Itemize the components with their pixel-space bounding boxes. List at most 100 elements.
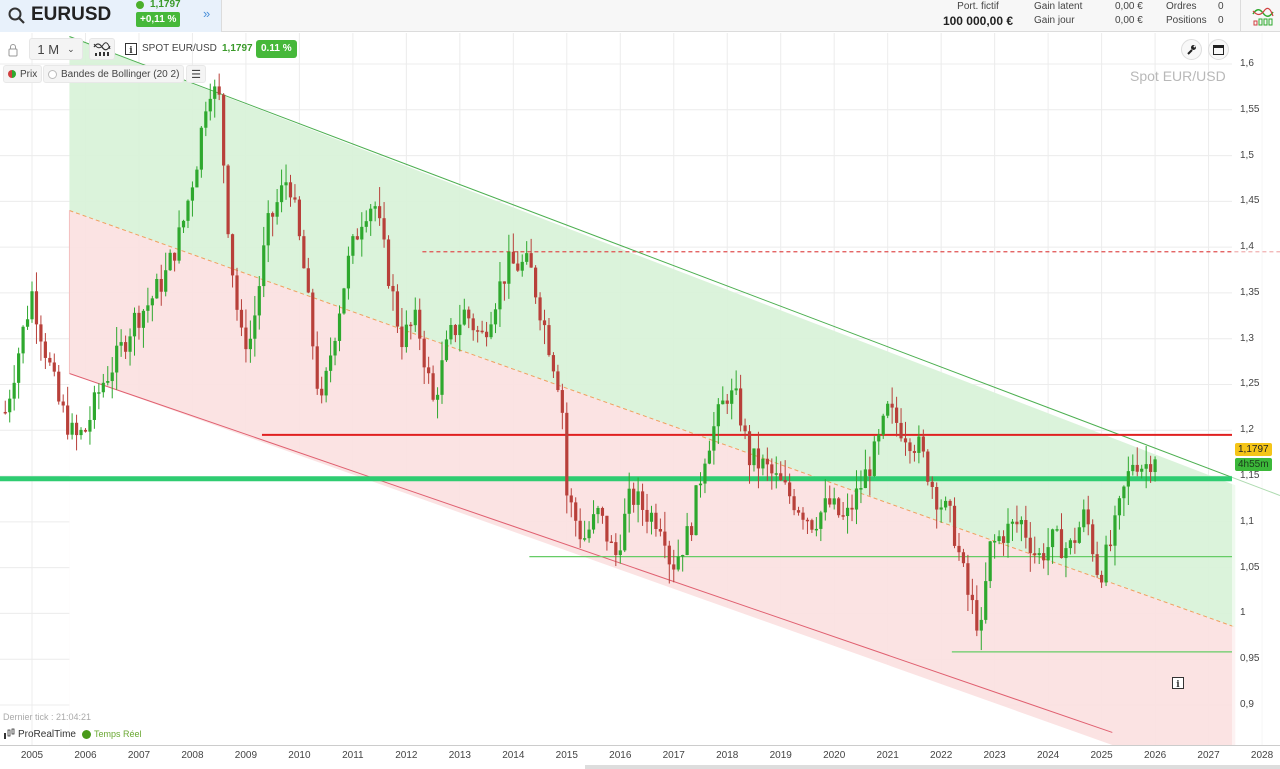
legend-bollinger[interactable]: Bandes de Bollinger (20 2) <box>43 65 185 83</box>
brand-name: ProRealTime <box>18 728 76 740</box>
x-axis-tick: 2013 <box>448 750 471 761</box>
chart-watermark: Spot EUR/USD <box>1130 68 1226 84</box>
candles-logo-icon <box>4 728 15 739</box>
x-axis-tick: 2005 <box>20 750 44 761</box>
x-axis-tick: 2016 <box>609 750 632 761</box>
provider: ProRealTime Temps Réel <box>3 728 142 740</box>
x-axis-tick: 2028 <box>1250 750 1274 761</box>
symbol-change-badge: +0,11 % <box>136 12 181 27</box>
x-axis-tick: 2023 <box>983 750 1006 761</box>
x-axis-tick: 2020 <box>823 750 846 761</box>
y-axis-tick: 1,1 <box>1240 515 1254 527</box>
x-axis-tick: 2026 <box>1143 750 1167 761</box>
chart-style-icon <box>93 42 111 56</box>
symbol-price: 1,1797 <box>150 0 181 10</box>
y-axis-tick: 1,4 <box>1240 241 1254 253</box>
indicator-chart-icon <box>1252 7 1274 26</box>
window-button[interactable] <box>1208 39 1229 60</box>
y-axis-tick: 1,15 <box>1240 470 1260 482</box>
y-axis-tick: 1,45 <box>1240 195 1260 207</box>
y-axis-tick: 1,35 <box>1240 286 1260 298</box>
countdown-tag: 4h55m <box>1235 458 1272 471</box>
ordres-value: 0 <box>1218 1 1224 12</box>
x-axis-tick: 2018 <box>716 750 739 761</box>
gain-labels: Gain latent Gain jour <box>1034 0 1082 28</box>
portfolio[interactable]: Port. fictif 100 000,00 € <box>940 0 1016 30</box>
x-axis[interactable]: 2005 2006 2007 2008 2009 2010 2011 2012 2013 2014… <box>0 745 1280 765</box>
symbol-box[interactable]: EURUSD 1,1797 +0,11 % » <box>0 0 222 32</box>
y-axis-tick: 1,55 <box>1240 103 1260 115</box>
orders-labels[interactable]: Ordres Positions <box>1166 0 1207 28</box>
x-axis-tick: 2006 <box>74 750 97 761</box>
y-axis-tick: 1,6 <box>1240 58 1254 69</box>
positions-label: Positions <box>1166 15 1207 26</box>
y-axis-tick: 1,25 <box>1240 378 1260 390</box>
current-price-tag: 1,1797 <box>1235 443 1272 456</box>
status-dot-icon <box>136 1 144 9</box>
legend-list-button[interactable]: ☰ <box>186 65 206 83</box>
top-bar: EURUSD 1,1797 +0,11 % » Port. fictif 100… <box>0 0 1280 32</box>
x-axis-tick: 2014 <box>502 750 525 761</box>
lock-icon[interactable] <box>4 39 22 61</box>
list-icon: ☰ <box>191 68 201 81</box>
realtime-label: Temps Réel <box>93 729 142 739</box>
portfolio-label: Port. fictif <box>957 1 999 12</box>
x-axis-tick: 2009 <box>234 750 258 761</box>
legend-bollinger-label: Bandes de Bollinger (20 2) <box>61 68 180 80</box>
window-icon <box>1213 44 1224 55</box>
gain-latent-label: Gain latent <box>1034 1 1083 12</box>
x-axis-tick: 2022 <box>930 750 953 761</box>
y-axis-tick: 0,9 <box>1240 698 1254 710</box>
instrument-price: 1,1797 <box>222 43 253 54</box>
y-axis-tick: 1 <box>1240 607 1246 619</box>
positions-value: 0 <box>1218 15 1224 26</box>
x-axis-tick: 2027 <box>1197 750 1220 761</box>
symbol-name[interactable]: EURUSD <box>31 4 112 25</box>
info-icon[interactable]: i <box>125 43 137 55</box>
timeframe-value: 1 M <box>37 41 60 57</box>
svg-text:i: i <box>129 46 133 55</box>
indicators-panel-button[interactable] <box>1240 0 1280 32</box>
x-axis-tick: 2024 <box>1036 750 1060 761</box>
x-axis-tick: 2011 <box>342 750 364 761</box>
legend-price-label: Prix <box>20 68 38 80</box>
y-axis-tick: 0,95 <box>1240 653 1260 665</box>
chevron-down-icon: ⌄ <box>67 43 75 54</box>
x-axis-tick: 2007 <box>127 750 151 761</box>
x-axis-tick: 2010 <box>288 750 311 761</box>
timeframe-select[interactable]: 1 M ⌄ <box>29 38 83 60</box>
y-axis-tick: 1,05 <box>1240 561 1260 573</box>
x-axis-tick: 2015 <box>555 750 578 761</box>
search-icon[interactable] <box>7 6 27 26</box>
gain-values: 0,00 € 0,00 € <box>1115 0 1143 28</box>
price-chart[interactable] <box>0 0 1280 745</box>
settings-wrench-button[interactable] <box>1181 39 1202 60</box>
double-chevron-right-icon[interactable]: » <box>203 6 211 21</box>
bollinger-checkbox[interactable] <box>48 69 57 79</box>
horizontal-scrollbar[interactable] <box>585 765 1280 769</box>
x-axis-tick: 2019 <box>769 750 792 761</box>
ordres-label: Ordres <box>1166 1 1197 12</box>
orders-values: 0 0 <box>1218 0 1224 28</box>
y-axis-tick: 1,5 <box>1240 149 1254 161</box>
y-axis-tick: 1,3 <box>1240 332 1254 344</box>
x-axis-tick: 2025 <box>1090 750 1113 761</box>
gain-latent-value: 0,00 € <box>1115 1 1143 12</box>
price-color-icon <box>8 70 16 78</box>
x-axis-tick: 2021 <box>876 750 899 761</box>
x-axis-tick: 2012 <box>395 750 418 761</box>
legend-price[interactable]: Prix <box>3 65 43 83</box>
portfolio-value: 100 000,00 € <box>942 14 1014 28</box>
chart-type-button[interactable] <box>89 38 115 60</box>
x-axis-tick: 2017 <box>662 750 685 761</box>
instrument-change-badge: 0.11 % <box>256 40 297 58</box>
realtime-dot-icon <box>81 729 91 739</box>
instrument-name: SPOT EUR/USD <box>142 43 217 54</box>
y-axis-tick: 1,2 <box>1240 424 1254 436</box>
wrench-icon <box>1187 45 1196 55</box>
info-icon[interactable]: i <box>1172 677 1184 689</box>
x-axis-tick: 2008 <box>181 750 204 761</box>
gain-jour-value: 0,00 € <box>1115 15 1143 26</box>
svg-text:i: i <box>1176 680 1180 689</box>
last-tick: Dernier tick : 21:04:21 <box>3 712 92 722</box>
